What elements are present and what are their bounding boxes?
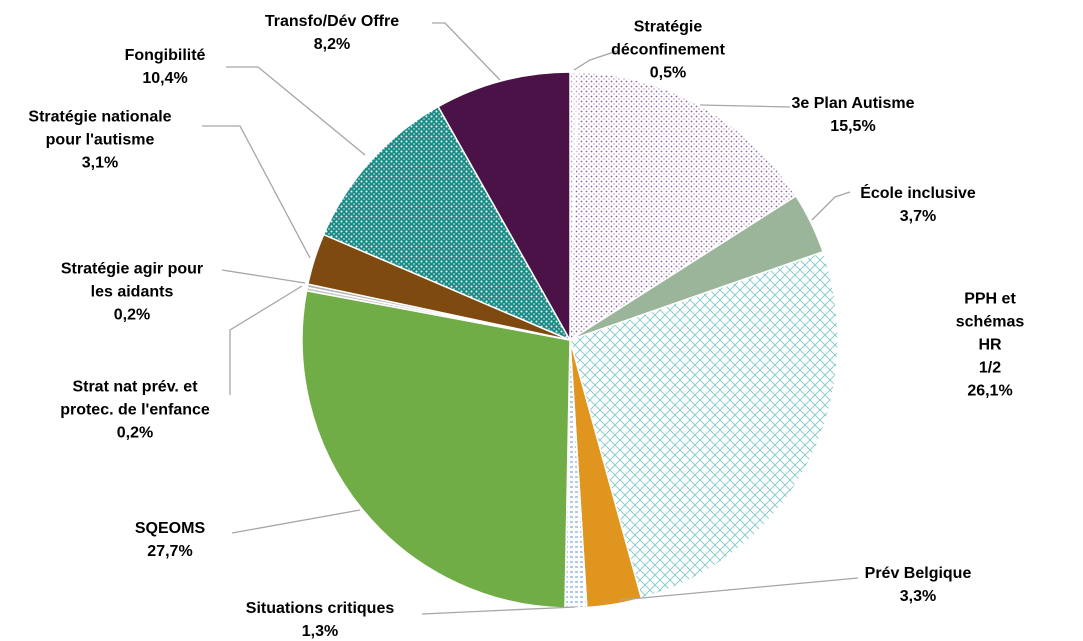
slice-label: Transfo/Dév Offre 8,2% bbox=[265, 10, 399, 56]
slice-label: SQEOMS 27,7% bbox=[135, 517, 205, 563]
slice-label: Situations critiques 1,3% bbox=[246, 597, 394, 641]
slice-label: Strat nat prév. et protec. de l'enfance 0… bbox=[60, 376, 210, 445]
category-label: SQEOMS bbox=[134, 520, 206, 537]
value-label: 27,7% bbox=[147, 543, 193, 560]
slice-label: Fongibilité 10,4% bbox=[125, 44, 206, 90]
value-label: 26,1% bbox=[967, 382, 1013, 400]
leader-line bbox=[421, 606, 576, 615]
slice-label: Stratégie nationale pour l'autisme 3,1% bbox=[28, 106, 171, 175]
category-label: Situations critiques bbox=[245, 600, 395, 617]
leader-line bbox=[619, 577, 859, 601]
value-label: 0,5% bbox=[649, 64, 687, 82]
category-label: 3e Plan Autisme bbox=[791, 95, 915, 112]
leader-line bbox=[221, 269, 306, 284]
category-label: Prév Belgique bbox=[864, 565, 972, 582]
category-label: Strat nat prév. et protec. de l'enfance bbox=[60, 378, 210, 419]
value-label: 1,3% bbox=[301, 623, 339, 640]
category-label: Stratégie nationale pour l'autisme bbox=[28, 108, 172, 149]
value-label: 0,2% bbox=[113, 306, 151, 324]
leader-line bbox=[229, 285, 303, 395]
value-label: 0,2% bbox=[116, 424, 154, 442]
category-label: Stratégie déconfinement bbox=[611, 18, 725, 59]
pie-slice bbox=[569, 250, 839, 600]
value-label: 3,7% bbox=[899, 208, 937, 225]
value-label: 8,2% bbox=[313, 36, 351, 53]
leader-line bbox=[811, 191, 851, 221]
category-label: Stratégie agir pour les aidants bbox=[60, 260, 204, 301]
pie-slice bbox=[322, 105, 572, 342]
category-label: École inclusive bbox=[860, 185, 976, 202]
value-label: 3,3% bbox=[899, 588, 937, 605]
value-label: 10,4% bbox=[142, 70, 188, 87]
pie-slice bbox=[301, 289, 571, 609]
slice-label: Prév Belgique 3,3% bbox=[865, 562, 972, 608]
pie-slice bbox=[569, 71, 798, 342]
leader-line bbox=[202, 125, 311, 259]
category-label: PPH et schémas HR 1/2 bbox=[955, 290, 1025, 377]
slice-label: Stratégie agir pour les aidants 0,2% bbox=[61, 258, 203, 327]
slice-label: Stratégie déconfinement 0,5% bbox=[611, 16, 725, 85]
leader-line bbox=[432, 22, 501, 81]
slice-label: École inclusive 3,7% bbox=[860, 182, 976, 228]
leader-line bbox=[231, 509, 361, 534]
slice-label: 3e Plan Autisme 15,5% bbox=[791, 92, 914, 138]
category-label: Transfo/Dév Offre bbox=[264, 13, 400, 30]
leader-line bbox=[226, 66, 366, 156]
leader-line bbox=[573, 49, 621, 71]
slice-label: PPH et schémas HR 1/2 26,1% bbox=[944, 288, 1037, 403]
value-label: 3,1% bbox=[81, 154, 119, 172]
category-label: Fongibilité bbox=[124, 47, 206, 64]
leader-line bbox=[699, 104, 791, 108]
pie-slice bbox=[437, 71, 571, 343]
value-label: 15,5% bbox=[830, 118, 876, 135]
